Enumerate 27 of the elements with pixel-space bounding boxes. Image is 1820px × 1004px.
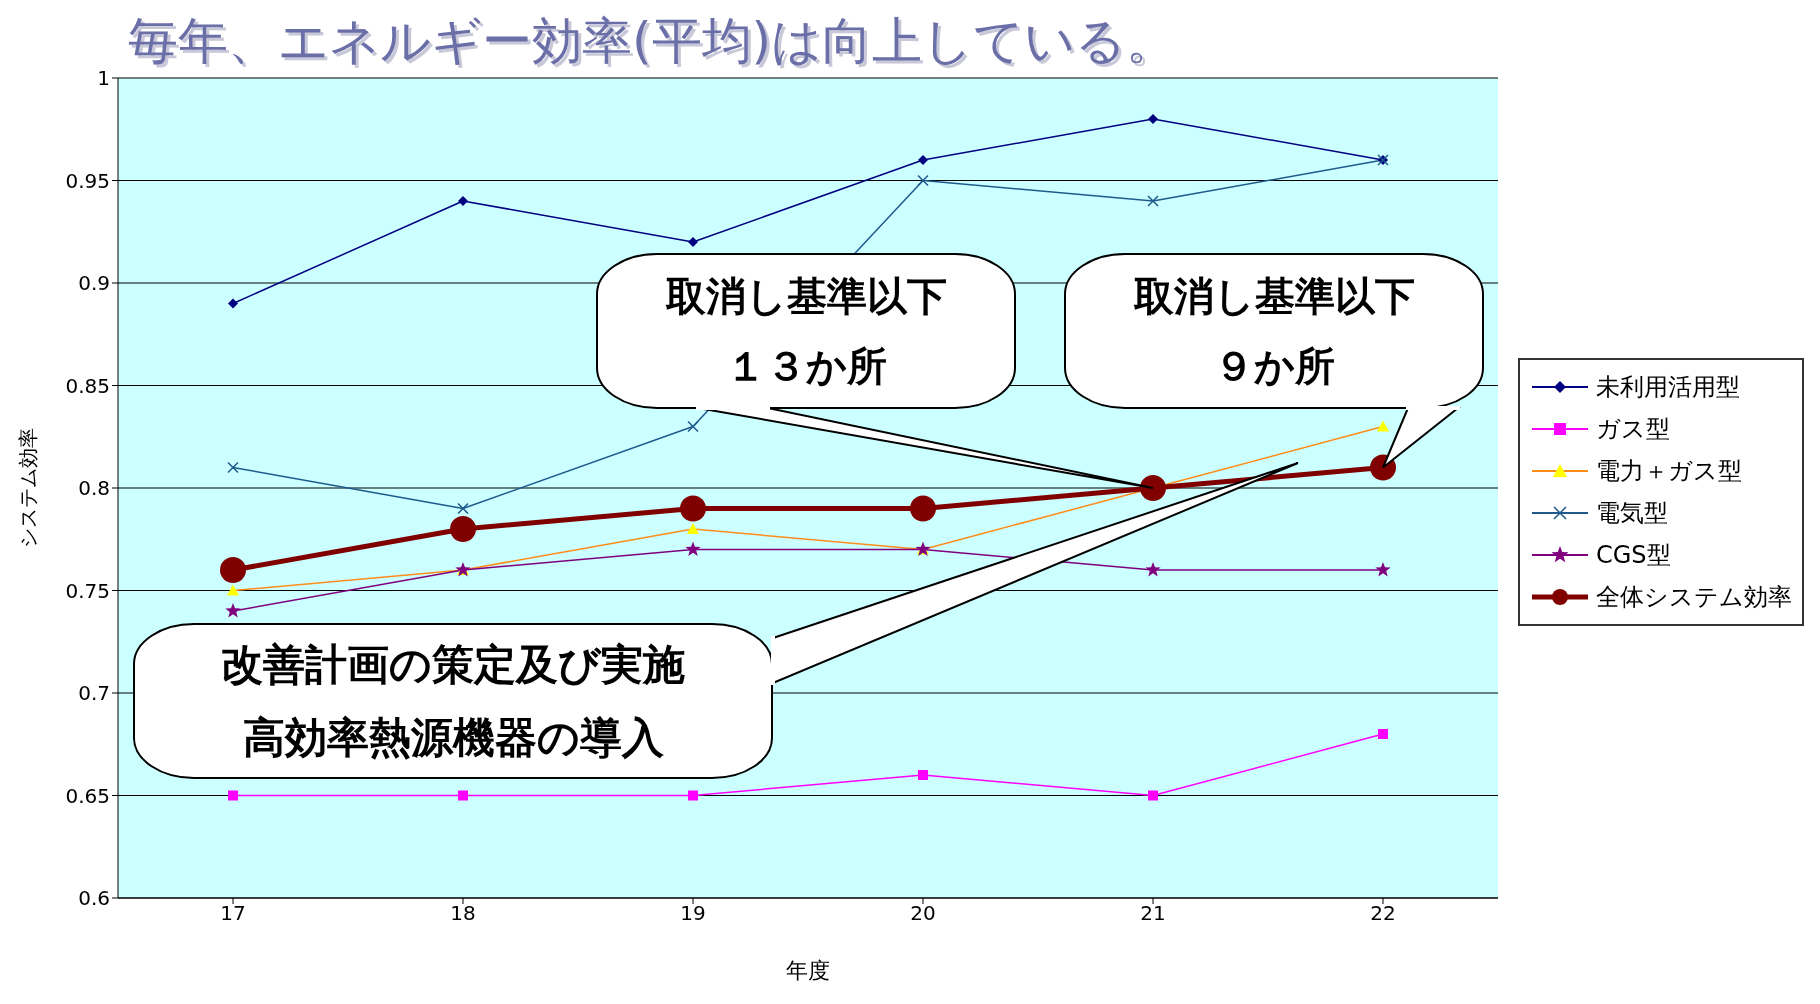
annotation: 取消し基準以下１３か所 — [664, 272, 948, 391]
legend-label: 全体システム効率 — [1596, 582, 1792, 613]
y-axis-title: システム効率 — [16, 428, 41, 548]
x-tick-label: 18 — [450, 901, 476, 926]
y-tick-label: 0.6 — [78, 886, 110, 911]
x-tick-label: 19 — [680, 901, 706, 926]
x-tick-label: 20 — [910, 901, 936, 926]
legend-label: 電気型 — [1596, 498, 1668, 529]
y-tick-label: 0.65 — [65, 783, 110, 808]
chart-title: 毎年、エネルギー効率(平均)は向上している。 — [128, 11, 1177, 72]
annotation: 取消し基準以下９か所 — [1132, 272, 1416, 391]
y-tick-label: 0.75 — [65, 578, 110, 603]
y-tick-label: 0.8 — [78, 476, 110, 501]
y-tick-label: 0.7 — [78, 681, 110, 706]
y-tick-label: 0.95 — [65, 168, 110, 193]
y-tick-label: 0.9 — [78, 271, 110, 296]
legend-label: ガス型 — [1596, 414, 1670, 445]
x-tick-label: 22 — [1370, 901, 1396, 926]
y-tick-label: 1 — [97, 66, 110, 91]
annotation: 改善計画の策定及び実施高効率熱源機器の導入 — [220, 638, 686, 764]
legend-label: 未利用活用型 — [1596, 372, 1740, 403]
x-tick-label: 17 — [220, 901, 246, 926]
legend-label: 電力＋ガス型 — [1596, 456, 1742, 487]
x-axis-title: 年度 — [786, 958, 830, 983]
x-tick-label: 21 — [1140, 901, 1166, 926]
y-tick-label: 0.85 — [65, 373, 110, 398]
legend-label: CGS型 — [1596, 540, 1671, 571]
